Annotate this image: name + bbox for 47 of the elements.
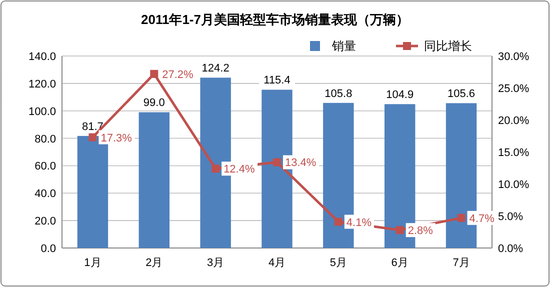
data-label: 105.8: [324, 88, 352, 100]
data-label: 17.3%: [100, 132, 132, 144]
y-tick-label: 0.0: [40, 243, 56, 255]
y-tick-label: 140.0: [28, 51, 56, 63]
point: [150, 70, 158, 78]
point: [88, 133, 97, 142]
y2-tick-label: 30.0%: [498, 51, 530, 63]
point: [396, 226, 404, 234]
x-tick-label: 6月: [391, 257, 408, 269]
y2-tick-label: 20.0%: [498, 115, 530, 127]
data-label: 13.4%: [285, 157, 316, 170]
data-label: 4.1%: [346, 216, 372, 229]
data-label: 104.9: [386, 89, 414, 102]
x-tick-label: 7月: [452, 257, 470, 269]
legend-label: 同比增长: [424, 39, 472, 53]
data-label: 115.4: [264, 74, 290, 87]
data-label: 2.8%: [408, 225, 434, 238]
data-label: 12.4%: [224, 164, 255, 176]
y-tick-label: 40.0: [34, 188, 56, 200]
x-tick-label: 2月: [146, 257, 163, 269]
data-label: 4.7%: [469, 212, 495, 225]
bar: [138, 112, 170, 248]
y2-tick-label: 10.0%: [498, 179, 530, 191]
y-tick-label: 100.0: [28, 106, 56, 118]
x-tick-label: 1月: [84, 257, 102, 269]
point: [212, 164, 220, 173]
y2-tick-label: 25.0%: [498, 83, 530, 95]
x-tick-label: 5月: [330, 257, 347, 269]
legend-label: 销量: [331, 39, 356, 53]
data-label: 124.2: [202, 62, 230, 75]
x-tick-label: 3月: [207, 257, 224, 269]
data-label: 27.2%: [162, 68, 194, 81]
chart-title: 2011年1-7月美国轻型车市场销量表现（万辆）: [141, 12, 409, 27]
point: [334, 218, 342, 226]
y2-tick-label: 15.0%: [498, 147, 530, 159]
data-label: 99.0: [143, 97, 165, 110]
y2-tick-label: 5.0%: [498, 211, 524, 223]
data-label: 105.6: [448, 88, 476, 100]
point: [273, 158, 281, 166]
y2-tick-label: 0.0%: [498, 243, 524, 255]
point: [457, 214, 466, 222]
y-tick-label: 80.0: [34, 133, 56, 146]
y-tick-label: 20.0: [34, 216, 56, 228]
x-tick-label: 4月: [268, 257, 286, 269]
y-tick-label: 120.0: [28, 78, 56, 90]
y-tick-label: 60.0: [34, 160, 56, 173]
data-label: 81.7: [82, 120, 104, 133]
